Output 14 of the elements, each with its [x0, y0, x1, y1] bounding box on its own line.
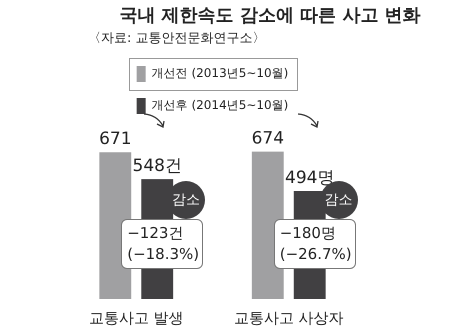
legend-label: 개선전 (2013년5~10월) — [152, 66, 288, 80]
annotation: −123건 (−18.3%) — [121, 219, 204, 269]
legend-label: 개선후 (2014년5~10월) — [152, 98, 288, 112]
data-label: 674 — [252, 128, 284, 148]
chart-title: 국내 제한속도 감소에 따른 사고 변화 — [118, 4, 422, 27]
data-label: 548건 — [132, 156, 182, 176]
x-tick-label: 교통사고 발생 — [88, 308, 184, 327]
annotation: 감소 — [167, 181, 206, 219]
chart-subtitle: 〈자료: 교통안전문화연구소〉 — [88, 30, 266, 47]
data-label: 494명 — [284, 168, 334, 188]
annotation: −180명 (−26.7%) — [274, 219, 356, 269]
data-label: 671 — [99, 129, 132, 150]
x-tick-label: 교통사고 사상자 — [234, 308, 344, 327]
annotation: 감소 — [324, 192, 353, 208]
